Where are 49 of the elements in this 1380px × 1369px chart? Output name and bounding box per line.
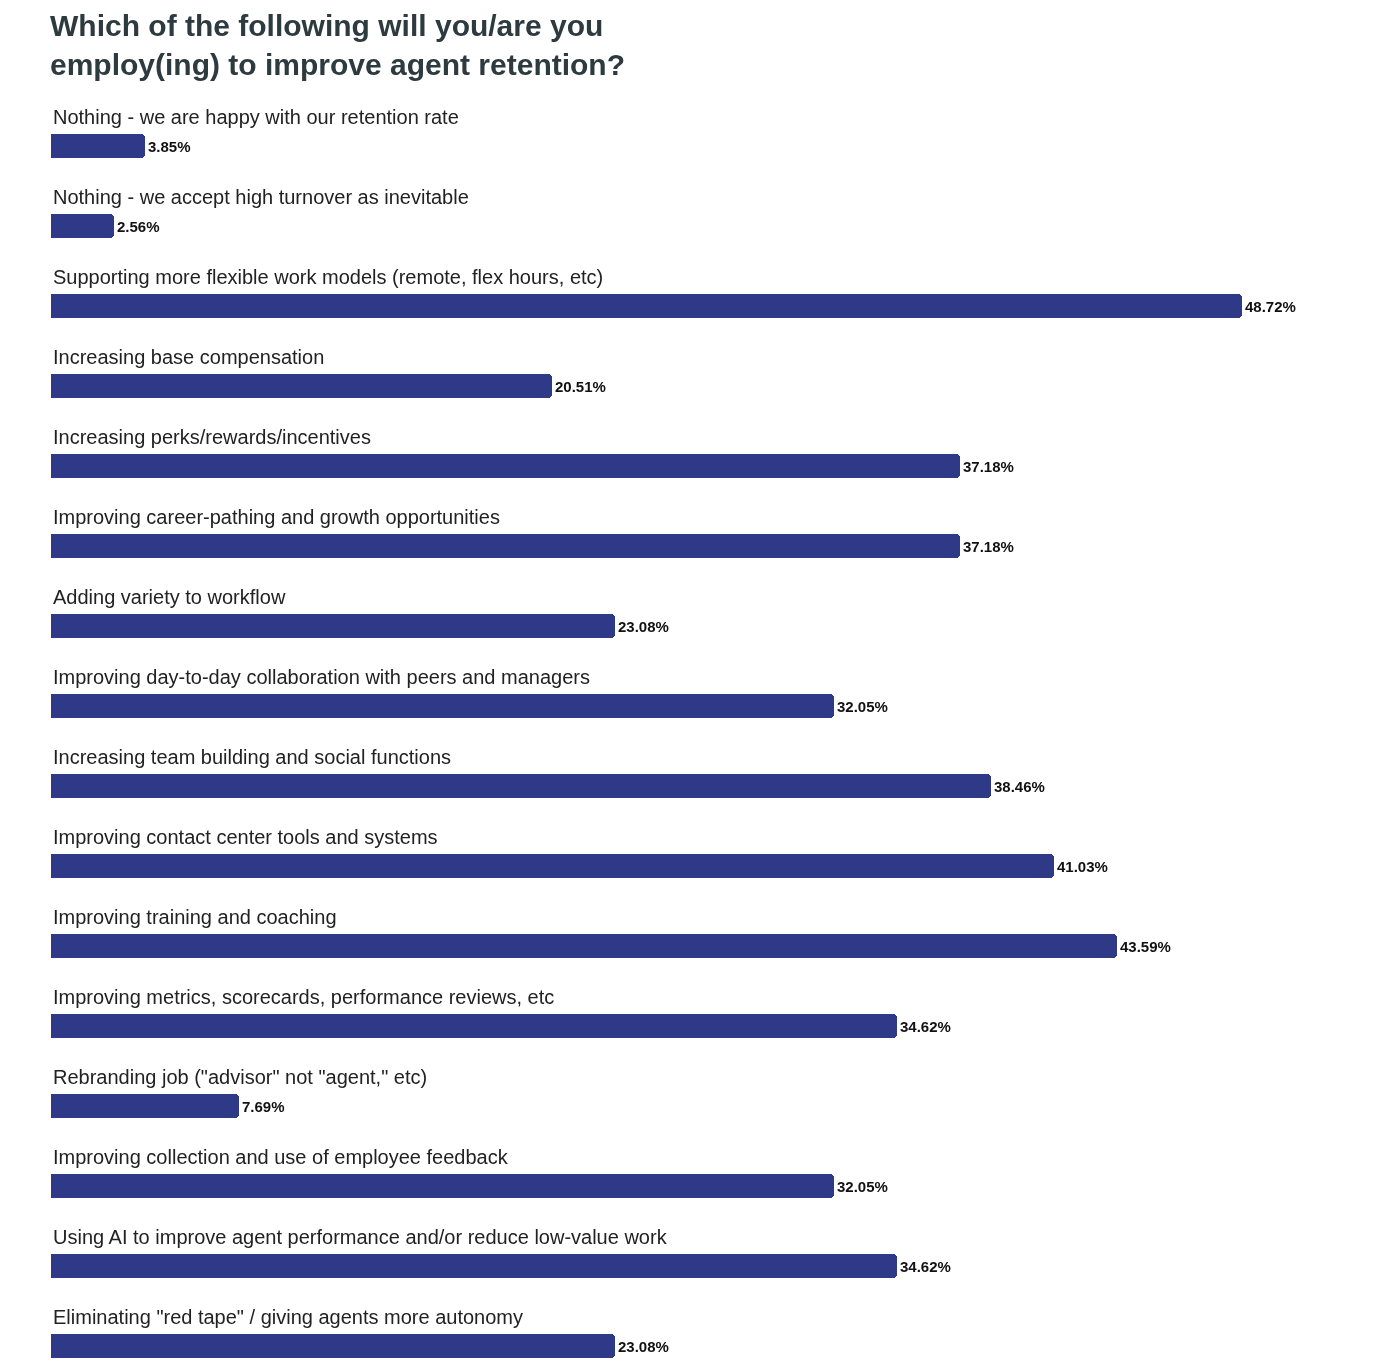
bar [51, 214, 114, 238]
bar [51, 1334, 615, 1358]
data-label: 37.18% [963, 457, 1014, 475]
y-tick-label: Improving career-pathing and growth opportunities [53, 506, 500, 528]
bar [51, 1174, 834, 1198]
bar [51, 134, 145, 158]
data-label: 7.69% [242, 1097, 285, 1115]
y-tick-label: Improving metrics, scorecards, performance reviews, etc [53, 986, 555, 1008]
data-label: 34.62% [900, 1017, 951, 1035]
bar [51, 934, 1117, 958]
chart-title: Which of the following will you/are you employ(ing) to improve agent retention? [50, 9, 626, 81]
data-label: 32.05% [837, 1177, 888, 1195]
data-label: 41.03% [1057, 857, 1108, 875]
data-label: 43.59% [1120, 937, 1171, 955]
y-tick-label: Adding variety to workflow [53, 586, 286, 608]
data-label: 23.08% [618, 617, 669, 635]
y-tick-label: Rebranding job ("advisor" not "agent," etc) [53, 1066, 428, 1088]
data-label: 34.62% [900, 1257, 951, 1275]
bar [51, 534, 960, 558]
data-label: 3.85% [148, 137, 191, 155]
y-tick-label: Supporting more flexible work models (remote, flex hours, etc) [53, 266, 604, 288]
data-label: 38.46% [994, 777, 1045, 795]
y-tick-label: Increasing perks/rewards/incentives [53, 426, 371, 448]
y-tick-label: Using AI to improve agent performance and/or reduce low-value work [53, 1226, 668, 1248]
data-label: 37.18% [963, 537, 1014, 555]
bar [51, 694, 834, 718]
data-label: 32.05% [837, 697, 888, 715]
data-label: 2.56% [117, 217, 160, 235]
bar [51, 1254, 897, 1278]
data-label: 20.51% [555, 377, 606, 395]
bar [51, 854, 1054, 878]
y-tick-label: Nothing - we accept high turnover as inevitable [53, 186, 469, 208]
y-tick-label: Improving day-to-day collaboration with peers and managers [53, 666, 590, 688]
bar [51, 1014, 897, 1038]
y-tick-label: Increasing team building and social functions [53, 746, 452, 768]
y-tick-label: Eliminating "red tape" / giving agents more autonomy [53, 1306, 524, 1328]
data-label: 23.08% [618, 1337, 669, 1355]
bar [51, 294, 1242, 318]
y-tick-label: Improving contact center tools and systems [53, 826, 438, 848]
bar [51, 614, 615, 638]
data-label: 48.72% [1245, 297, 1296, 315]
y-tick-label: Improving collection and use of employee feedback [53, 1146, 509, 1168]
bar [51, 454, 960, 478]
bar [51, 1094, 239, 1118]
y-tick-label: Nothing - we are happy with our retention rate [53, 106, 459, 128]
bar [51, 774, 991, 798]
y-tick-label: Increasing base compensation [53, 346, 325, 368]
y-tick-label: Improving training and coaching [53, 906, 337, 928]
bar [51, 374, 552, 398]
